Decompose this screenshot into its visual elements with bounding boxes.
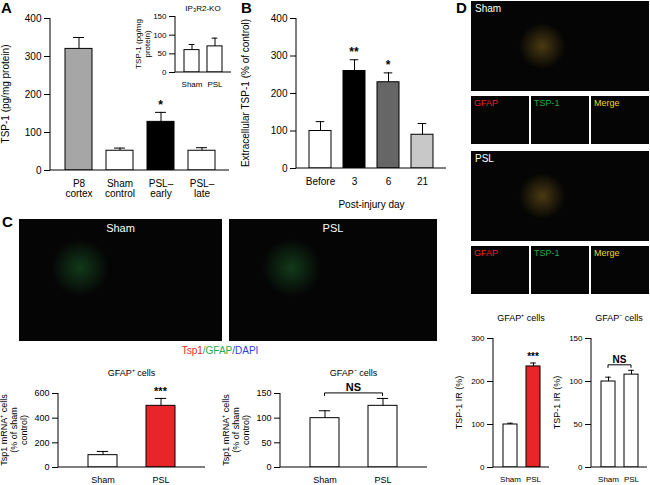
svg-text:200: 200 (34, 438, 49, 448)
html-text:Tsp1 /GFAP /DAPI: Tsp1 /GFAP /DAPI (181, 345, 259, 356)
svg-text:50: 50 (574, 420, 583, 429)
html-text:GFAP: GFAP (474, 98, 498, 108)
svg-text:300: 300 (25, 51, 42, 62)
svg-text:Before: Before (306, 176, 336, 187)
html-text:TSP-1: TSP-1 (534, 248, 560, 258)
svg-text:**: ** (349, 45, 359, 59)
html-text:PSL: PSL (475, 153, 494, 164)
svg-text:P8cortex: P8cortex (65, 178, 92, 199)
svg-text:100: 100 (256, 413, 271, 423)
svg-text:***: *** (154, 385, 168, 397)
svg-text:GFAP⁻ cells: GFAP⁻ cells (595, 313, 643, 323)
svg-text:***: *** (527, 351, 539, 362)
svg-text:21: 21 (417, 176, 429, 187)
svg-text:Sham: Sham (598, 475, 619, 484)
svg-text:6: 6 (386, 176, 392, 187)
html-text:Merge: Merge (594, 98, 620, 108)
svg-text:PSL: PSL (526, 475, 542, 484)
svg-text:150: 150 (256, 388, 271, 398)
svg-text:Post-injury day: Post-injury day (338, 199, 404, 210)
html-text:C: C (2, 213, 13, 230)
svg-text:PSL: PSL (624, 475, 640, 484)
svg-text:100: 100 (25, 127, 42, 138)
svg-text:400: 400 (25, 13, 42, 24)
svg-text:0: 0 (480, 463, 485, 472)
html-text:Tsp1 mRNA⁺ cells (% of sham co: Tsp1 mRNA⁺ cells (% of sham control) (221, 394, 251, 466)
svg-text:PSL: PSL (374, 475, 391, 485)
svg-text:*: * (386, 58, 391, 72)
svg-text:Sham: Sham (313, 475, 337, 485)
svg-text:150: 150 (153, 12, 167, 21)
html-text:TSP-1 IR (%): TSP-1 IR (%) (454, 375, 464, 430)
svg-text:*: * (158, 98, 163, 112)
svg-text:Sham: Sham (500, 475, 521, 484)
svg-text:GFAP⁻ cells: GFAP⁻ cells (330, 368, 378, 378)
html-text:PSL: PSL (322, 222, 344, 234)
svg-text:NS: NS (613, 354, 627, 365)
svg-text:PSL–late: PSL–late (190, 178, 215, 199)
svg-text:NS: NS (346, 381, 361, 393)
svg-text:Sham: Sham (182, 80, 203, 89)
svg-text:PSL: PSL (207, 80, 223, 89)
svg-text:100: 100 (471, 420, 485, 429)
html-text:Tsp1 mRNA⁺ cells (% of sham co: Tsp1 mRNA⁺ cells (% of sham control) (0, 394, 29, 466)
svg-text:150: 150 (569, 334, 583, 343)
html-text:B: B (241, 0, 252, 16)
svg-text:600: 600 (34, 388, 49, 398)
html-text:TSP-1 IR (%): TSP-1 IR (%) (552, 375, 562, 430)
svg-text:0: 0 (162, 68, 167, 77)
svg-text:0: 0 (44, 462, 49, 472)
svg-text:200: 200 (271, 88, 288, 99)
svg-text:300: 300 (471, 334, 485, 343)
svg-text:400: 400 (34, 413, 49, 423)
html-text:Sham: Sham (106, 222, 135, 234)
html-text:A: A (1, 0, 12, 16)
html-text:Extracellular TSP-1 (% of cont: Extracellular TSP-1 (% of control) (240, 18, 251, 168)
svg-text:0: 0 (266, 462, 271, 472)
svg-text:300: 300 (271, 50, 288, 61)
svg-text:0: 0 (282, 163, 288, 174)
svg-text:50: 50 (158, 49, 167, 58)
svg-text:PSL: PSL (152, 475, 169, 485)
svg-text:Shamcontrol: Shamcontrol (105, 178, 135, 199)
svg-text:GFAP⁺ cells: GFAP⁺ cells (108, 368, 156, 378)
svg-text:100: 100 (153, 31, 167, 40)
svg-text:Sham: Sham (91, 475, 115, 485)
html-text:Sham: Sham (475, 3, 502, 14)
svg-text:100: 100 (569, 377, 583, 386)
html-text:D: D (456, 0, 467, 16)
html-text:GFAP: GFAP (474, 248, 498, 258)
svg-text:GFAP⁺ cells: GFAP⁺ cells (497, 313, 545, 323)
html-text:Merge: Merge (594, 248, 620, 258)
svg-text:0: 0 (578, 463, 583, 472)
svg-text:200: 200 (471, 377, 485, 386)
svg-text:IP₃R2-KO: IP₃R2-KO (185, 4, 220, 13)
svg-text:3: 3 (352, 176, 358, 187)
svg-text:100: 100 (271, 125, 288, 136)
svg-text:200: 200 (25, 89, 42, 100)
svg-text:400: 400 (271, 13, 288, 24)
html-text:TSP-1: TSP-1 (534, 98, 560, 108)
svg-text:0: 0 (36, 165, 42, 176)
html-text:TSP-1 (pg/mg protein): TSP-1 (pg/mg protein) (134, 19, 152, 69)
svg-text:50: 50 (261, 438, 271, 448)
html-text:TSP-1 (pg/mg protein): TSP-1 (pg/mg protein) (0, 44, 11, 144)
svg-text:PSL–early: PSL–early (149, 178, 174, 199)
